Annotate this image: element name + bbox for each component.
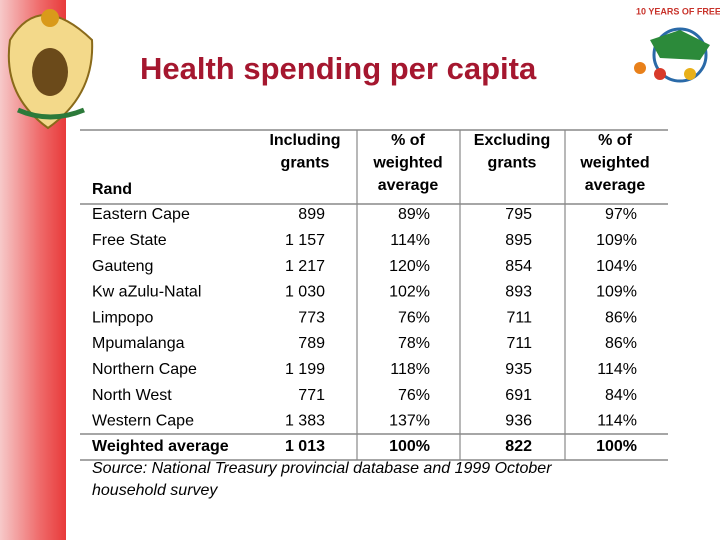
cell-value: 771 xyxy=(298,387,325,404)
cell-value: 86% xyxy=(605,335,637,352)
cell-value: 76% xyxy=(398,387,430,404)
slide-title: Health spending per capita xyxy=(140,51,537,86)
cell-value: 1 199 xyxy=(285,361,325,378)
cell-value: 1 383 xyxy=(285,413,325,430)
cell-value: 1 217 xyxy=(285,258,325,275)
column-header: weighted xyxy=(579,155,649,172)
source-note: Source: National Treasury provincial dat… xyxy=(92,460,552,477)
cell-value: 84% xyxy=(605,387,637,404)
cell-value: 118% xyxy=(390,361,430,378)
cell-value: 1 013 xyxy=(285,438,325,455)
freedom-logo: 10 YEARS OF FREEDOM xyxy=(634,6,720,83)
cell-value: 899 xyxy=(298,206,325,223)
cell-value: 822 xyxy=(505,438,532,455)
cell-value: 97% xyxy=(605,206,637,223)
cell-value: 78% xyxy=(398,335,430,352)
cell-value: 711 xyxy=(506,335,532,352)
cell-value: 76% xyxy=(398,309,430,326)
cell-value: 854 xyxy=(505,258,532,275)
cell-value: 773 xyxy=(298,309,325,326)
cell-value: 100% xyxy=(596,438,637,455)
row-label: Free State xyxy=(92,232,167,249)
column-header: % of xyxy=(598,132,632,149)
cell-value: 89% xyxy=(398,206,430,223)
cell-value: 114% xyxy=(390,232,430,249)
row-label: Eastern Cape xyxy=(92,206,190,223)
cell-value: 114% xyxy=(597,361,637,378)
column-header: grants xyxy=(281,155,330,172)
column-header: average xyxy=(585,177,646,194)
cell-value: 104% xyxy=(596,258,637,275)
cell-value: 711 xyxy=(506,309,532,326)
row-label: Western Cape xyxy=(92,413,194,430)
column-header: % of xyxy=(391,132,425,149)
coat-of-arms xyxy=(7,9,94,130)
cell-value: 109% xyxy=(596,232,637,249)
logo-text: 10 YEARS OF FREEDOM xyxy=(636,6,720,16)
cell-value: 895 xyxy=(505,232,532,249)
cell-value: 795 xyxy=(505,206,532,223)
row-label: Limpopo xyxy=(92,309,153,326)
column-header: average xyxy=(378,177,439,194)
cell-value: 120% xyxy=(389,258,430,275)
source-note: household survey xyxy=(92,482,218,499)
row-header: Rand xyxy=(92,181,132,198)
column-header: weighted xyxy=(372,155,442,172)
table: Including grants % of weighted average Exclud… xyxy=(80,129,668,499)
cell-value: 109% xyxy=(596,284,637,301)
row-label: Kw aZulu-Natal xyxy=(92,284,201,301)
cell-value: 691 xyxy=(505,387,532,404)
column-header: Including xyxy=(269,132,340,149)
cell-value: 102% xyxy=(389,284,430,301)
row-label: Gauteng xyxy=(92,258,153,275)
cell-value: 1 030 xyxy=(285,284,325,301)
cell-value: 1 157 xyxy=(285,232,325,249)
cell-value: 137% xyxy=(389,413,430,430)
cell-value: 86% xyxy=(605,309,637,326)
column-header: Excluding xyxy=(474,132,550,149)
cell-value: 100% xyxy=(389,438,430,455)
row-label: Northern Cape xyxy=(92,361,197,378)
cell-value: 114% xyxy=(597,413,637,430)
cell-value: 893 xyxy=(505,284,532,301)
row-label: Mpumalanga xyxy=(92,335,185,352)
cell-value: 936 xyxy=(505,413,532,430)
row-label: Weighted average xyxy=(92,438,229,455)
cell-value: 789 xyxy=(298,335,325,352)
cell-value: 935 xyxy=(505,361,532,378)
row-label: North West xyxy=(92,387,172,404)
column-header: grants xyxy=(488,155,537,172)
